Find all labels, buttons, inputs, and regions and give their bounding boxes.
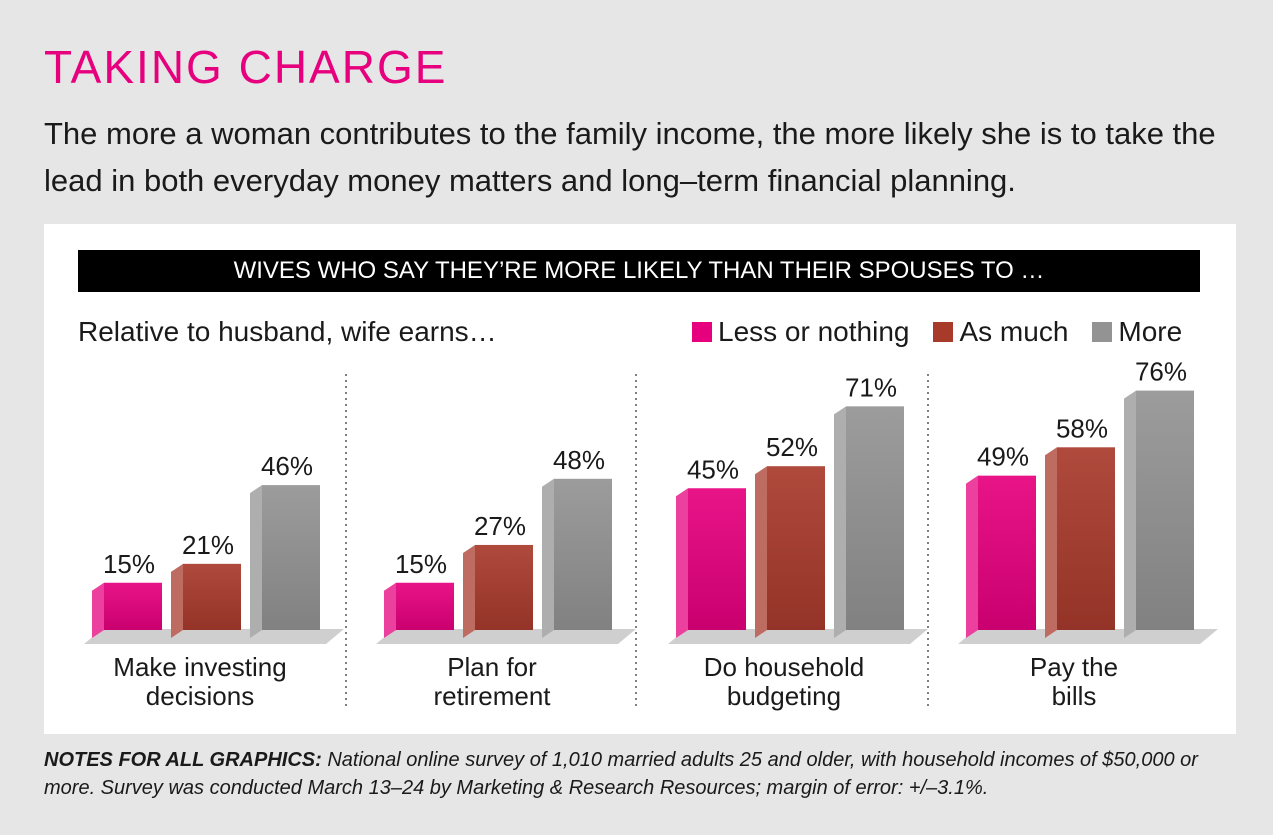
bar-3-2 [1136,390,1194,630]
bar-value-label: 27% [474,511,526,541]
category-label: Do household [704,652,864,682]
category-label: bills [1052,681,1097,711]
legend-item-less: Less or nothing [692,316,909,348]
category-label: Plan for [447,652,537,682]
legend-swatch-more [1092,322,1113,342]
bar-value-label: 52% [766,432,818,462]
bar-2-1 [767,466,825,630]
legend-item-more: More [1092,316,1182,348]
bar-value-label: 45% [687,454,739,484]
bar-value-label: 48% [553,445,605,475]
bar-1-2 [554,478,612,630]
bar-side-3-2 [1124,390,1136,638]
legend-label-as-much: As much [959,316,1069,347]
chart-subtitle: Relative to husband, wife earns… [78,316,497,347]
bar-side-2-0 [676,488,688,638]
bar-value-label: 71% [845,372,897,402]
chart-panel: WIVES WHO SAY THEY’RE MORE LIKELY THAN T… [44,224,1236,734]
legend: Less or nothing As much More [692,316,1182,348]
floor-slab-0 [84,629,344,644]
bar-1-1 [475,544,533,630]
category-label: Make investing [113,652,286,682]
bar-value-label: 21% [182,530,234,560]
notes-heading: NOTES FOR ALL GRAPHICS: [44,749,322,771]
bar-value-label: 46% [261,451,313,481]
bar-side-3-0 [966,475,978,638]
legend-swatch-as-much [933,322,954,342]
bar-0-2 [262,485,320,630]
bar-value-label: 58% [1056,413,1108,443]
bar-0-1 [183,563,241,630]
legend-label-less: Less or nothing [718,316,910,347]
bar-value-label: 76% [1135,357,1187,387]
floor-slab-1 [376,629,636,644]
bar-2-2 [846,406,904,630]
bar-side-1-1 [463,544,475,638]
bar-side-2-1 [755,466,767,638]
chart-title-banner: WIVES WHO SAY THEY’RE MORE LIKELY THAN T… [78,250,1200,292]
bar-side-0-0 [92,582,104,638]
notes: NOTES FOR ALL GRAPHICS: National online … [44,746,1244,802]
bar-value-label: 15% [103,549,155,579]
bar-1-0 [396,582,454,630]
bar-0-0 [104,582,162,630]
bar-side-0-1 [171,563,183,638]
floor-slab-3 [958,629,1218,644]
legend-swatch-less [692,322,712,342]
bar-value-label: 49% [977,442,1029,472]
category-label: budgeting [727,681,841,711]
category-label: Pay the [1030,652,1118,682]
bar-value-label: 15% [395,549,447,579]
page-subtitle: The more a woman contributes to the fami… [44,116,1216,198]
bar-2-0 [688,488,746,630]
bar-3-0 [978,475,1036,630]
floor-slab-2 [668,629,928,644]
bar-side-0-2 [250,485,262,638]
legend-item-as-much: As much [933,316,1068,348]
bar-side-2-2 [834,406,846,638]
bar-side-1-2 [542,478,554,638]
category-label: decisions [146,681,254,711]
page-title: TAKING CHARGE [44,41,448,93]
notes-text: National online survey of 1,010 married … [44,749,1198,799]
bar-side-1-0 [384,582,396,638]
category-label: retirement [433,681,551,711]
bar-3-1 [1057,447,1115,630]
bar-side-3-1 [1045,447,1057,638]
legend-label-more: More [1118,316,1183,347]
